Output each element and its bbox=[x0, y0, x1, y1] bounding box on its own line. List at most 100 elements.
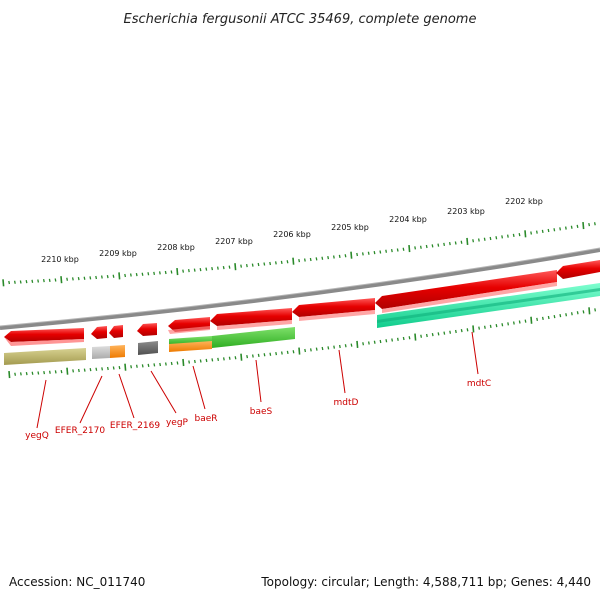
minor-tick bbox=[292, 350, 295, 354]
major-tick bbox=[466, 237, 469, 246]
minor-tick bbox=[390, 249, 393, 253]
major-tick bbox=[234, 263, 237, 271]
minor-tick bbox=[31, 371, 34, 375]
feature-orange bbox=[110, 345, 125, 358]
minor-tick bbox=[501, 323, 504, 327]
minor-tick bbox=[222, 357, 225, 361]
minor-tick bbox=[269, 352, 272, 356]
minor-tick bbox=[564, 226, 567, 230]
minor-tick bbox=[31, 279, 34, 283]
major-tick bbox=[298, 347, 301, 355]
minor-tick bbox=[234, 356, 237, 360]
minor-tick bbox=[333, 345, 336, 349]
feature-color-track bbox=[4, 283, 600, 365]
map-title: Escherichia fergusonii ATCC 35469, compl… bbox=[124, 12, 477, 27]
minor-tick bbox=[240, 264, 243, 268]
minor-tick bbox=[211, 358, 214, 362]
gene-EFER_2169[interactable] bbox=[109, 325, 123, 338]
gene-label-mdtD[interactable]: mdtD bbox=[334, 398, 359, 408]
minor-tick bbox=[518, 232, 521, 237]
minor-tick bbox=[385, 249, 388, 253]
forward-strand-genes bbox=[4, 260, 600, 346]
minor-tick bbox=[367, 341, 370, 345]
gene-label-mdtC[interactable]: mdtC bbox=[467, 379, 491, 389]
gene-shadow bbox=[217, 320, 292, 330]
major-tick bbox=[60, 276, 63, 284]
gene-yegQ[interactable] bbox=[4, 328, 84, 342]
minor-tick bbox=[106, 366, 109, 371]
minor-tick bbox=[135, 273, 138, 277]
minor-tick bbox=[547, 315, 550, 320]
minor-tick bbox=[37, 371, 40, 375]
minor-tick bbox=[362, 342, 365, 346]
major-tick bbox=[118, 272, 121, 280]
minor-tick bbox=[280, 351, 283, 355]
feature-dark-gray bbox=[138, 341, 158, 355]
minor-tick bbox=[245, 263, 248, 268]
callout-line bbox=[36, 379, 47, 429]
major-tick bbox=[292, 257, 295, 265]
minor-tick bbox=[54, 370, 57, 374]
gene-mdtD[interactable] bbox=[292, 298, 375, 317]
minor-tick bbox=[396, 248, 399, 252]
minor-tick bbox=[530, 231, 533, 235]
gene-mdtC[interactable] bbox=[375, 270, 557, 309]
major-tick bbox=[530, 316, 533, 324]
gene-label-baeS[interactable]: baeS bbox=[250, 407, 273, 417]
gene-EFER_2170[interactable] bbox=[91, 326, 107, 339]
minor-tick bbox=[158, 271, 161, 275]
minor-tick bbox=[489, 324, 492, 329]
minor-tick bbox=[448, 242, 451, 246]
gene-shadow bbox=[4, 337, 84, 346]
minor-tick bbox=[170, 361, 173, 366]
minor-tick bbox=[228, 356, 231, 360]
minor-tick bbox=[257, 353, 260, 358]
minor-tick bbox=[495, 323, 498, 328]
major-tick bbox=[472, 325, 475, 333]
minor-tick bbox=[379, 339, 382, 344]
minor-tick bbox=[541, 316, 544, 321]
minor-tick bbox=[437, 332, 440, 336]
kbp-label: 2202 kbp bbox=[505, 197, 543, 206]
minor-tick bbox=[559, 314, 562, 318]
minor-tick bbox=[350, 343, 353, 347]
minor-tick bbox=[147, 363, 150, 368]
minor-tick bbox=[60, 369, 63, 374]
minor-tick bbox=[141, 272, 144, 276]
gene-label-yegP[interactable]: yegP bbox=[166, 418, 189, 428]
kbp-label: 2205 kbp bbox=[331, 223, 369, 232]
minor-tick bbox=[466, 328, 469, 332]
minor-tick bbox=[414, 246, 417, 250]
minor-tick bbox=[130, 365, 133, 369]
minor-tick bbox=[483, 237, 486, 241]
minor-tick bbox=[344, 254, 347, 258]
minor-tick bbox=[19, 280, 22, 284]
minor-tick bbox=[582, 310, 585, 314]
callout-line bbox=[192, 365, 206, 410]
major-tick bbox=[350, 251, 353, 259]
minor-tick bbox=[8, 280, 11, 285]
minor-tick bbox=[512, 233, 515, 237]
minor-tick bbox=[327, 346, 330, 350]
minor-tick bbox=[42, 279, 45, 283]
minor-tick bbox=[199, 359, 202, 363]
kbp-label: 2210 kbp bbox=[41, 255, 79, 264]
minor-tick bbox=[460, 329, 463, 333]
gene-next[interactable] bbox=[556, 260, 600, 279]
minor-tick bbox=[553, 228, 556, 232]
gene-label-baeR[interactable]: baeR bbox=[194, 414, 217, 424]
minor-tick bbox=[588, 223, 591, 227]
minor-tick bbox=[216, 266, 219, 270]
minor-tick bbox=[495, 236, 498, 240]
minor-tick bbox=[170, 270, 173, 274]
gene-yegP[interactable] bbox=[137, 323, 157, 336]
gene-label-EFER_2169[interactable]: EFER_2169 bbox=[110, 421, 160, 431]
kbp-label: 2208 kbp bbox=[157, 243, 195, 252]
minor-tick bbox=[593, 222, 596, 226]
gene-label-EFER_2170[interactable]: EFER_2170 bbox=[55, 426, 105, 436]
minor-tick bbox=[524, 319, 527, 323]
kbp-label: 2209 kbp bbox=[99, 249, 137, 258]
gene-baeS[interactable] bbox=[210, 308, 292, 326]
gene-label-yegQ[interactable]: yegQ bbox=[25, 431, 49, 441]
